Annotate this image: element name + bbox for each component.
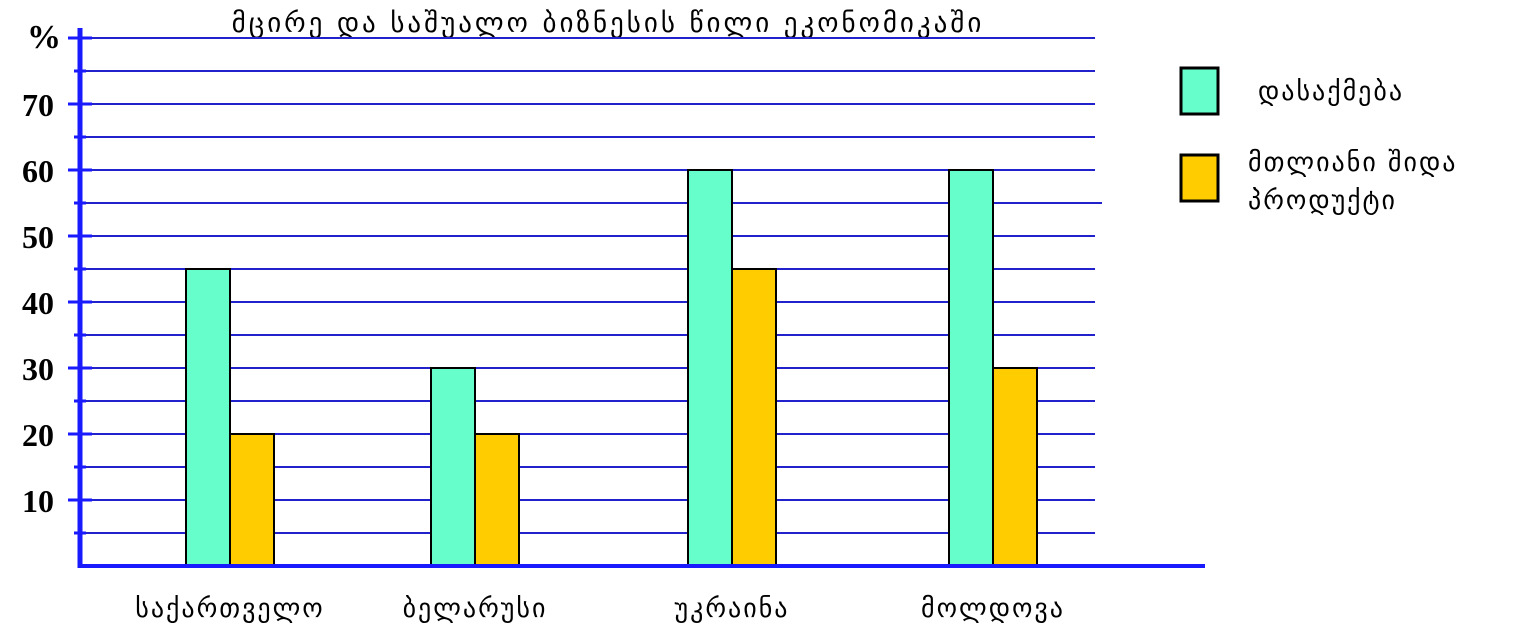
x-tick-label: უკრაინა xyxy=(675,594,790,624)
legend-label-gdp: მთლიანი შიდა xyxy=(1248,148,1457,178)
y-tick-label: 20 xyxy=(22,417,54,453)
bar-employment-3 xyxy=(948,169,994,567)
bar-employment-2 xyxy=(687,169,733,567)
x-tick-label: საქართველო xyxy=(135,594,324,624)
bar-gdp-2 xyxy=(731,268,777,567)
bar-employment-0 xyxy=(185,268,231,567)
y-axis-unit: % xyxy=(27,19,61,56)
legend-label-employment: დასაქმება xyxy=(1258,77,1404,107)
chart-title: მცირე და საშუალო ბიზნესის წილი ეკონომიკა… xyxy=(232,8,985,39)
legend-label-gdp: პროდუქტი xyxy=(1248,186,1397,216)
bar-employment-1 xyxy=(430,367,476,567)
gridlines xyxy=(80,37,1102,534)
bar-gdp-0 xyxy=(229,433,275,567)
legend: დასაქმება მთლიანი შიდა პროდუქტი xyxy=(1179,66,1457,216)
y-tick-label: 10 xyxy=(22,483,54,519)
x-tick-label: მოლდოვა xyxy=(921,594,1065,624)
y-tick-label: 60 xyxy=(22,153,54,189)
y-tick-label: 40 xyxy=(22,285,54,321)
bars-group xyxy=(185,169,1038,567)
bar-gdp-3 xyxy=(992,367,1038,567)
x-tick-label: ბელარუსი xyxy=(403,594,548,624)
bar-gdp-1 xyxy=(474,433,520,567)
y-tick-labels: 10 20 30 40 50 60 70 xyxy=(22,87,54,519)
x-tick-labels: საქართველო ბელარუსი უკრაინა მოლდოვა xyxy=(135,594,1065,624)
legend-swatch-employment xyxy=(1179,66,1220,116)
y-tick-label: 30 xyxy=(22,351,54,387)
y-tick-label: 70 xyxy=(22,87,54,123)
y-tick-label: 50 xyxy=(22,219,54,255)
axes xyxy=(68,28,1205,568)
legend-swatch-gdp xyxy=(1179,153,1220,203)
